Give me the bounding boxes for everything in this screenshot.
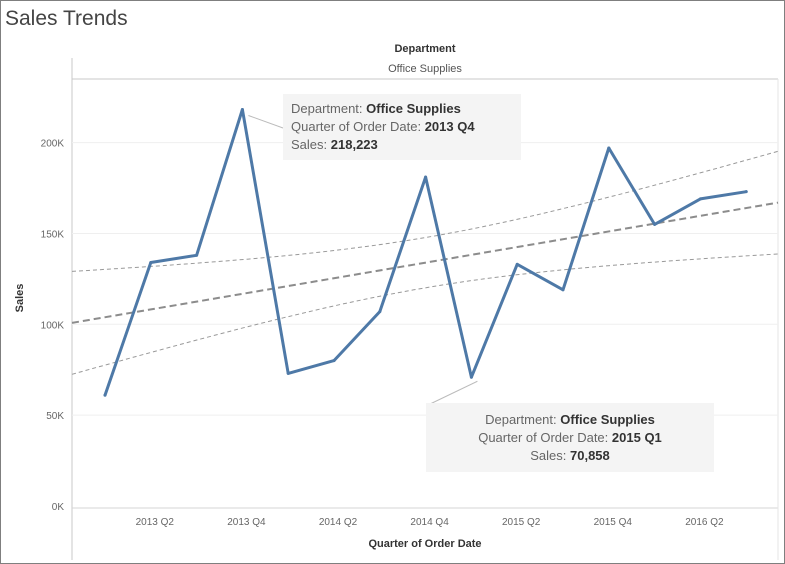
data-point <box>195 253 199 257</box>
tooltip-quarter-value: 2013 Q4 <box>424 119 475 134</box>
data-point <box>515 262 519 266</box>
tooltip-dept-value: Office Supplies <box>560 412 655 427</box>
data-point <box>240 107 244 111</box>
column-header-office-supplies[interactable]: Office Supplies <box>388 63 462 75</box>
data-point <box>698 197 702 201</box>
data-point <box>653 222 657 226</box>
x-tick-label: 2015 Q4 <box>594 517 633 528</box>
y-tick-label: 50K <box>46 411 64 422</box>
x-tick-label: 2014 Q4 <box>410 517 449 528</box>
tooltip-2013-q4: Department: Office Supplies Quarter of O… <box>283 94 521 160</box>
chart-title: Sales Trends <box>5 7 128 30</box>
trend-line <box>71 201 779 324</box>
y-tick-label: 200K <box>41 139 65 150</box>
data-point <box>744 190 748 194</box>
tooltip-quarter-label: Quarter of Order Date: <box>478 430 609 445</box>
data-point <box>149 261 153 265</box>
x-tick-label: 2016 Q2 <box>685 517 724 528</box>
data-point <box>103 393 107 397</box>
data-point <box>332 359 336 363</box>
tooltip-dept-label: Department: <box>291 101 363 116</box>
data-point <box>561 288 565 292</box>
y-tick-label: 0K <box>52 502 65 513</box>
tooltip-2015-q1: Department: Office Supplies Quarter of O… <box>426 403 714 472</box>
tooltip-leader-line <box>427 380 478 406</box>
x-axis-label: Quarter of Order Date <box>368 538 482 550</box>
x-tick-label: 2015 Q2 <box>502 517 541 528</box>
tooltip-sales-label: Sales: <box>291 137 328 152</box>
data-point <box>607 146 611 150</box>
y-tick-label: 100K <box>41 320 65 331</box>
trend-band-lower <box>71 253 779 375</box>
tooltip-sales-label: Sales: <box>530 448 567 463</box>
tooltip-quarter-value: 2015 Q1 <box>611 430 662 445</box>
tooltip-dept-value: Office Supplies <box>366 101 461 116</box>
x-tick-label: 2013 Q2 <box>136 517 175 528</box>
x-tick-label: 2013 Q4 <box>227 517 266 528</box>
trend-band-upper <box>71 150 779 272</box>
data-point <box>378 310 382 314</box>
tooltip-leader-line <box>248 115 284 129</box>
data-point <box>286 371 290 375</box>
tooltip-quarter-label: Quarter of Order Date: <box>291 119 422 134</box>
data-point <box>469 375 473 379</box>
x-tick-label: 2014 Q2 <box>319 517 358 528</box>
y-tick-label: 150K <box>41 229 65 240</box>
tooltip-dept-label: Department: <box>485 412 557 427</box>
tooltip-sales-value: 70,858 <box>570 448 610 463</box>
column-header-department: Department <box>394 43 456 55</box>
tooltip-sales-value: 218,223 <box>330 137 378 152</box>
data-point <box>424 175 428 179</box>
